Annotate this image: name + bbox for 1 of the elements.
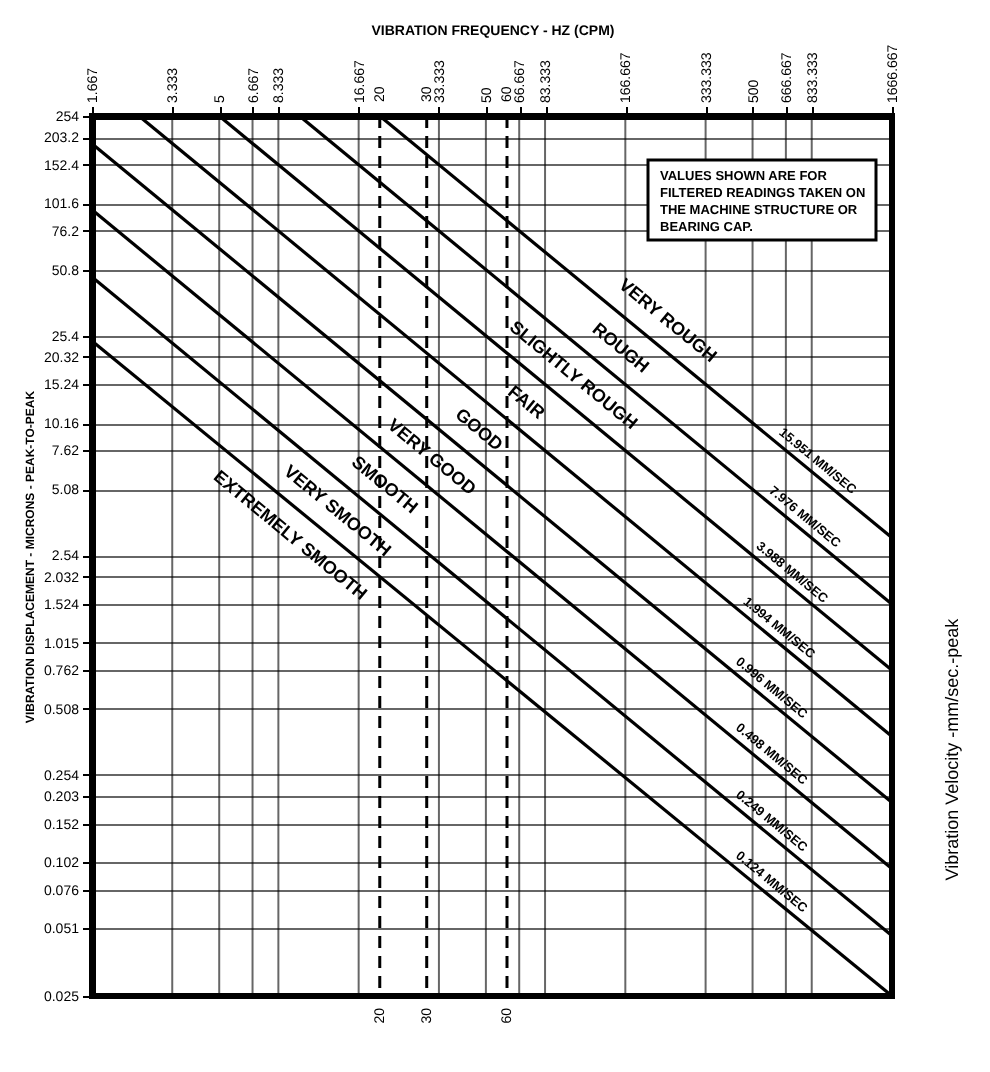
text: Vibration Velocity -mm/sec.-peak bbox=[942, 617, 962, 881]
